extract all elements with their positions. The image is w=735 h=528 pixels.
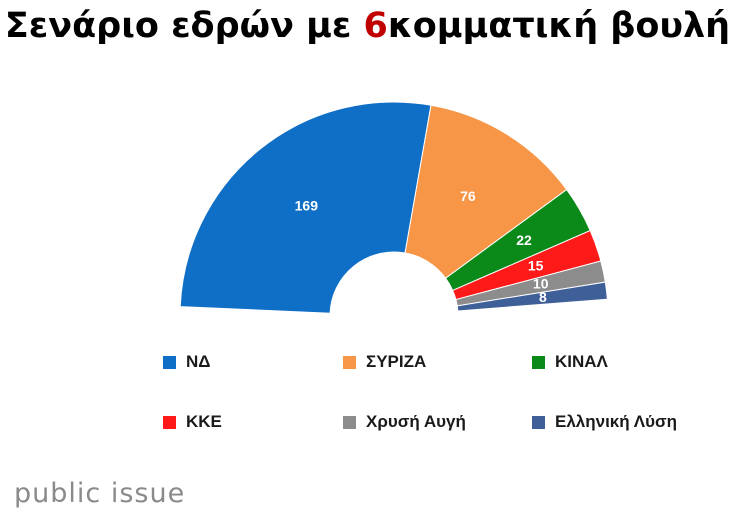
data-label-3: 22	[516, 232, 532, 248]
chart-slices	[179, 101, 608, 314]
legend-label: Χρυσή Αυγή	[366, 412, 466, 431]
title-part-after: κομματική βουλή	[387, 6, 731, 46]
legend-swatch	[343, 355, 356, 369]
legend-label: ΚΙΝΑΛ	[555, 352, 608, 371]
legend-item-4: ΚΚΕ	[163, 412, 222, 432]
data-label-4: 15	[528, 257, 544, 273]
legend-swatch	[163, 355, 176, 369]
slice-2	[404, 104, 568, 279]
legend-swatch	[532, 355, 545, 369]
chart-data-labels: 169 76 22 15 108	[295, 188, 549, 305]
slice-1	[179, 101, 432, 314]
legend-label: Ελληνική Λύση	[555, 412, 678, 431]
legend-swatch	[532, 415, 545, 429]
legend-swatch	[343, 415, 356, 429]
data-label-1: 169	[295, 198, 319, 214]
slice-6	[456, 281, 608, 312]
legend-item-1: ΝΔ	[163, 352, 211, 372]
legend-label: ΚΚΕ	[186, 412, 222, 431]
legend-item-3: ΚΙΝΑΛ	[532, 352, 608, 372]
brand-logo-text: public issue	[14, 478, 186, 509]
data-label-5: 10	[533, 276, 549, 292]
data-label-6: 8	[539, 289, 547, 305]
title-part-before: Σενάριο εδρών με	[4, 6, 364, 46]
title-highlight-number: 6	[363, 6, 388, 46]
legend-label: ΝΔ	[186, 352, 211, 371]
legend-item-2: ΣΥΡΙΖΑ	[343, 352, 426, 372]
legend-item-6: Ελληνική Λύση	[532, 412, 677, 432]
legend-item-5: Χρυσή Αυγή	[343, 412, 466, 432]
data-label-2: 76	[460, 188, 476, 204]
chart-title: Σενάριο εδρών με 6κομματική βουλή	[0, 6, 735, 46]
legend-swatch	[163, 415, 176, 429]
legend-label: ΣΥΡΙΖΑ	[366, 352, 427, 371]
